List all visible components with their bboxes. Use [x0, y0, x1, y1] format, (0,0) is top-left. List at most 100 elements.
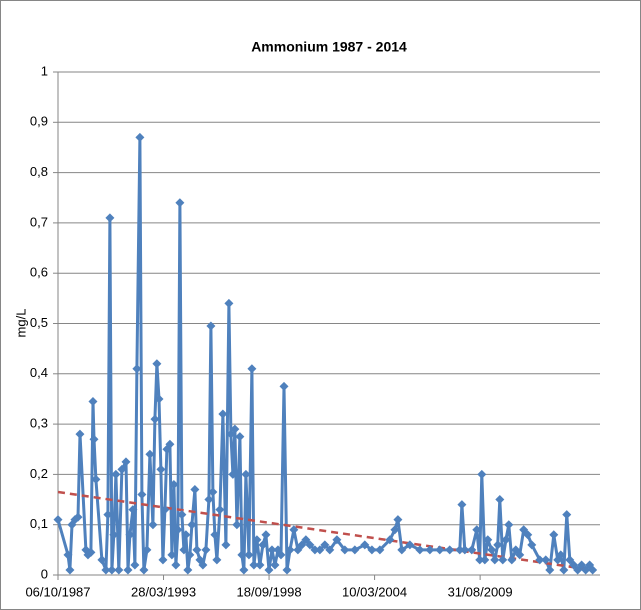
data-point: [173, 525, 183, 535]
data-point: [185, 550, 195, 560]
data-point: [111, 469, 121, 479]
data-point: [237, 550, 247, 560]
data-point: [132, 364, 142, 374]
data-point: [158, 555, 168, 565]
data-point: [244, 550, 254, 560]
data-point: [415, 545, 425, 555]
data-point: [285, 545, 295, 555]
data-point: [139, 565, 149, 575]
data-point: [457, 500, 467, 510]
y-tick-label: 0: [41, 566, 48, 581]
data-point: [276, 550, 286, 560]
data-point: [208, 487, 218, 497]
data-point: [165, 439, 175, 449]
data-point: [549, 530, 559, 540]
data-point: [109, 530, 119, 540]
data-point: [198, 560, 208, 570]
data-point: [73, 512, 83, 522]
data-point: [504, 520, 514, 530]
data-point: [135, 132, 145, 142]
y-tick-label: 0,6: [30, 265, 48, 280]
x-tick-label: 18/09/1998: [237, 584, 302, 599]
data-point: [218, 409, 228, 419]
y-tick-label: 0,2: [30, 466, 48, 481]
data-point: [63, 550, 73, 560]
data-point: [114, 565, 124, 575]
data-point: [562, 510, 572, 520]
data-point: [340, 545, 350, 555]
data-point: [181, 530, 191, 540]
data-point: [145, 449, 155, 459]
data-point: [315, 545, 325, 555]
data-point: [212, 555, 222, 565]
data-point: [480, 555, 490, 565]
data-point: [367, 545, 377, 555]
data-point: [142, 545, 152, 555]
y-axis-label: mg/L: [13, 309, 28, 338]
y-tick-label: 0,9: [30, 114, 48, 129]
data-point: [187, 520, 197, 530]
data-point: [91, 474, 101, 484]
data-point: [232, 520, 242, 530]
data-point: [258, 540, 268, 550]
data-point: [475, 555, 485, 565]
data-point: [397, 545, 407, 555]
data-point: [455, 545, 465, 555]
data-point: [121, 457, 131, 467]
data-point: [375, 545, 385, 555]
data-point: [501, 535, 511, 545]
data-point: [125, 530, 135, 540]
data-point: [239, 565, 249, 575]
data-point: [490, 555, 500, 565]
data-point: [445, 545, 455, 555]
data-point: [89, 434, 99, 444]
chart-title: Ammonium 1987 - 2014: [251, 39, 407, 55]
data-point: [472, 525, 482, 535]
y-tick-label: 0,4: [30, 365, 48, 380]
data-point: [105, 213, 115, 223]
x-tick-label: 10/03/2004: [342, 584, 407, 599]
data-point: [230, 424, 240, 434]
x-tick-label: 06/10/1987: [25, 584, 90, 599]
data-point: [154, 394, 164, 404]
data-point: [460, 545, 470, 555]
data-point: [425, 545, 435, 555]
data-point: [405, 540, 415, 550]
data-point: [523, 530, 533, 540]
data-point: [177, 510, 187, 520]
data-point: [179, 545, 189, 555]
data-point: [297, 540, 307, 550]
data-point: [156, 464, 166, 474]
data-point: [148, 520, 158, 530]
data-point: [65, 565, 75, 575]
data-point: [190, 484, 200, 494]
data-point: [498, 555, 508, 565]
data-point: [86, 547, 96, 557]
data-point: [215, 505, 225, 515]
data-point: [293, 545, 303, 555]
data-point: [535, 555, 545, 565]
data-point: [332, 535, 342, 545]
data-point: [183, 565, 193, 575]
y-tick-label: 0,7: [30, 214, 48, 229]
data-point: [301, 535, 311, 545]
data-point: [249, 560, 259, 570]
data-point: [221, 540, 231, 550]
data-point: [206, 321, 216, 331]
data-point: [320, 540, 330, 550]
data-point: [569, 560, 579, 570]
data-point: [103, 510, 113, 520]
data-point: [519, 525, 529, 535]
data-point: [252, 535, 262, 545]
y-tick-label: 0,8: [30, 164, 48, 179]
data-point: [130, 560, 140, 570]
data-point: [350, 545, 360, 555]
data-point: [467, 545, 477, 555]
x-tick-label: 28/03/1993: [131, 584, 196, 599]
y-tick-label: 0,1: [30, 516, 48, 531]
data-point: [279, 381, 289, 391]
data-point: [289, 525, 299, 535]
data-point: [169, 479, 179, 489]
